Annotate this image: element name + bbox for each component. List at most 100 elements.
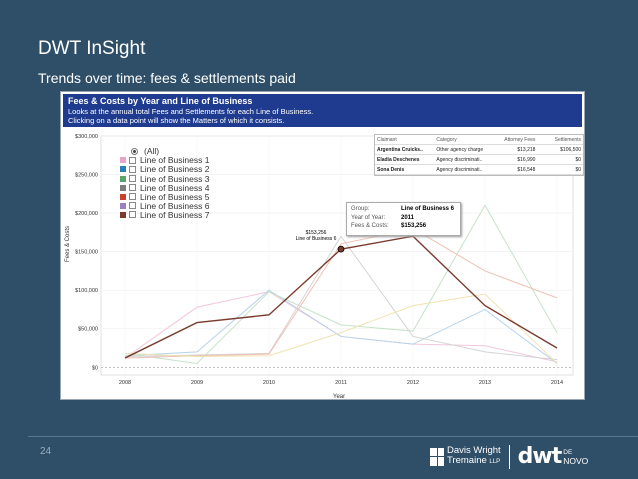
y-tick-label: $300,000 [75,134,98,140]
checkbox-icon[interactable] [129,175,136,183]
legend-swatch [120,166,126,173]
checkbox-icon[interactable] [129,165,136,173]
table-cell: $0 [575,156,582,163]
footer-divider [28,436,638,437]
legend-all-label: (All) [144,146,160,157]
slide-title: DWT InSight [38,38,146,59]
legend-item[interactable]: Line of Business 4 [118,182,210,193]
checkbox-icon[interactable] [129,184,136,192]
tooltip-key: Group: [351,206,370,212]
radio-icon[interactable] [131,147,138,155]
legend-swatch [120,193,126,200]
table-cell: Agency discriminati.. [436,156,483,163]
legend-label: Line of Business 7 [140,209,210,220]
x-tick-label: 2009 [191,380,203,386]
legend-item[interactable]: Line of Business 1 [118,155,210,166]
legend-item[interactable]: Line of Business 3 [118,173,210,184]
legend-item[interactable]: Line of Business 7 [118,209,210,220]
legend-item-all[interactable]: (All) [118,146,209,157]
series-line [124,227,558,359]
point-label: $153,256 Line of Business 6 [291,230,341,242]
tooltip-value: 2011 [401,214,415,221]
tooltip-key: Fees & Costs: [351,223,389,229]
point-label-value: $153,256 [305,230,327,236]
matters-table: Claimant Category Attorney Fees Settleme… [374,134,584,176]
firm-logo: Davis Wright Tremaine LLP dwt DE NOVO [430,444,588,469]
slide-subtitle: Trends over time: fees & settlements pai… [38,70,296,86]
x-tick-label: 2008 [119,380,131,386]
checkbox-icon[interactable] [129,156,136,164]
page-number: 24 [40,446,52,457]
dwt-mark-icon [430,447,444,466]
legend-label: Line of Business 4 [140,182,210,193]
checkbox-icon[interactable] [129,211,136,219]
legend-swatch [120,202,126,209]
dashboard-title: Fees & Costs by Year and Line of Busines… [68,96,253,106]
dashboard-header: Fees & Costs by Year and Line of Busines… [63,94,582,127]
x-tick-label: 2011 [335,380,347,386]
legend-label: Line of Business 3 [140,173,210,184]
dashboard-panel: Fees & Costs by Year and Line of Busines… [60,91,585,400]
table-header: Settlements [554,136,582,143]
dashboard-desc-2: Clicking on a data point will show the M… [68,116,285,125]
y-tick-label: $200,000 [75,211,98,217]
legend-item[interactable]: Line of Business 5 [118,191,210,202]
tooltip-value: $153,256 [401,223,427,229]
series-line [124,235,558,361]
logo-divider [508,444,510,469]
de-novo-text: DE NOVO [563,448,589,466]
table-header: Attorney Fees [504,136,536,143]
legend-item[interactable]: Line of Business 2 [118,164,210,175]
tooltip-key: Year of Year: [351,214,386,221]
tooltip-value: Line of Business 6 [401,206,455,212]
legend-label: Line of Business 5 [140,191,210,202]
y-tick-label: $0 [92,365,98,371]
legend-swatch [120,175,126,182]
checkbox-icon[interactable] [129,193,136,201]
table-cell: $0 [575,166,582,173]
table-header-row: Claimant Category Attorney Fees Settleme… [375,135,583,145]
legend-swatch [120,157,126,164]
table-cell: $16,990 [517,156,536,163]
table-row[interactable]: Argentina Cruicks.. Other agency charge … [375,145,583,155]
legend-item[interactable]: Line of Business 6 [118,200,210,211]
y-tick-label: $250,000 [75,173,98,179]
table-cell: Sona Denis [377,166,405,173]
table-cell: $16,548 [517,166,536,173]
legend: (All) Line of Business 1 Line of Business… [118,146,210,220]
x-tick-label: 2012 [407,380,419,386]
y-tick-label: $50,000 [78,327,98,333]
dashboard-desc-1: Looks at the annual total Fees and Settl… [68,107,314,116]
x-tick-label: 2013 [479,380,491,386]
table-cell: $13,218 [517,146,536,153]
table-cell: Argentina Cruicks.. [377,146,423,153]
y-axis-label: Fees & Costs [65,225,71,262]
table-cell: $106,500 [560,146,582,153]
selected-point [337,245,345,253]
legend-label: Line of Business 2 [140,164,210,175]
table-header: Category [436,136,457,143]
table-cell: Agency discriminati.. [436,166,483,173]
legend-label: Line of Business 6 [140,200,210,211]
x-tick-label: 2010 [263,380,275,386]
x-axis-label: Year [333,394,346,400]
checkbox-icon[interactable] [129,202,136,210]
legend-swatch [120,184,126,191]
series-line [124,204,558,364]
dwt-de-novo-logo: dwt [517,444,563,469]
table-header: Claimant [377,136,397,143]
y-tick-label: $150,000 [75,250,98,256]
point-label-series: Line of Business 6 [295,236,337,242]
table-cell: Other agency charge [436,146,484,153]
table-cell: Eladia Deschenes [377,156,420,163]
tooltip: Group: Line of Business 6 Year of Year: 20… [346,202,461,236]
firm-logo-text: Davis Wright Tremaine LLP [447,445,501,466]
series-line [124,289,558,364]
legend-label: Line of Business 1 [140,155,210,166]
legend-swatch [120,211,126,218]
table-row[interactable]: Eladia Deschenes Agency discriminati.. $… [375,155,583,165]
table-row[interactable]: Sona Denis Agency discriminati.. $16,548… [375,165,583,175]
x-tick-label: 2014 [551,380,563,386]
series-line [124,293,558,364]
y-tick-label: $100,000 [75,288,98,294]
